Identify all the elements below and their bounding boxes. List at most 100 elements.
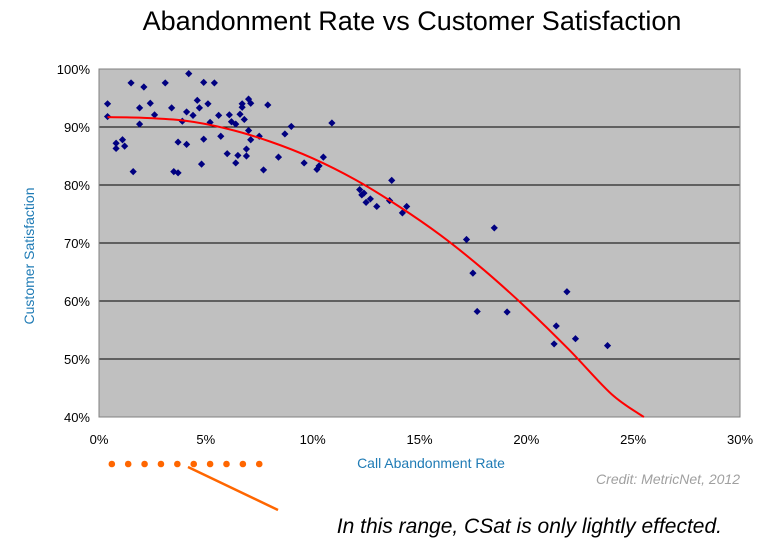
annotation-dot [124, 460, 132, 468]
data-point [571, 335, 580, 343]
y-axis-ticks: 40% 50% 60% 70% 80% 90% 100% [57, 62, 91, 425]
data-point [227, 118, 236, 126]
annotation-dot [190, 460, 198, 468]
annotation-dot [223, 460, 230, 468]
y-tick-label: 90% [64, 120, 90, 135]
data-point [168, 104, 176, 112]
data-point [200, 135, 208, 143]
annotation-text: In this range, CSat is only lightly effe… [337, 515, 722, 538]
data-point [150, 111, 159, 119]
data-point [204, 100, 212, 108]
data-point [356, 186, 364, 194]
data-point [403, 202, 411, 211]
data-point [281, 130, 289, 138]
data-point [244, 126, 253, 135]
x-tick-label: 25% [620, 432, 646, 447]
x-axis-ticks: 0% 5% 10% 15% 20% 25% 30% [90, 432, 754, 447]
data-point [503, 308, 511, 316]
data-point [129, 168, 137, 176]
data-point [240, 115, 248, 124]
data-point [242, 152, 251, 160]
annotation-dot [141, 460, 148, 468]
data-point [373, 202, 381, 211]
data-point [103, 112, 112, 121]
data-point [234, 151, 242, 160]
data-point [215, 111, 223, 119]
data-point [135, 120, 144, 128]
annotation-dot [174, 460, 181, 468]
data-point [360, 189, 368, 197]
data-point [118, 136, 127, 144]
y-tick-label: 60% [64, 294, 90, 309]
data-point [183, 140, 191, 148]
x-tick-label: 5% [196, 432, 215, 447]
data-point [223, 150, 231, 158]
data-points [103, 70, 612, 350]
x-tick-label: 30% [727, 432, 753, 447]
data-point [127, 79, 135, 87]
data-point [193, 96, 201, 104]
data-point [232, 159, 240, 167]
data-point [328, 119, 336, 127]
data-point [183, 108, 191, 116]
data-point [146, 99, 154, 107]
data-point [366, 195, 374, 203]
data-point [259, 166, 268, 174]
data-point [287, 122, 295, 131]
data-point [247, 136, 255, 144]
data-point [603, 342, 612, 350]
data-point [490, 224, 498, 232]
data-point [200, 78, 208, 86]
data-point [121, 142, 129, 150]
data-point [185, 70, 193, 78]
data-point [232, 120, 240, 128]
data-point [552, 322, 560, 330]
y-tick-label: 80% [64, 178, 90, 193]
data-point [195, 104, 204, 112]
data-point [264, 101, 272, 109]
y-axis-label: Customer Satisfaction [21, 188, 37, 325]
data-point [315, 162, 323, 170]
annotation-dots [108, 460, 263, 468]
trend-line [107, 116, 645, 418]
data-point [473, 307, 481, 316]
data-point [174, 169, 182, 177]
y-tick-label: 40% [64, 410, 90, 425]
x-tick-label: 10% [300, 432, 326, 447]
y-tick-label: 100% [57, 62, 91, 77]
data-point [238, 103, 246, 111]
annotation-dot [206, 460, 214, 468]
data-point [462, 235, 471, 244]
data-point [103, 100, 112, 108]
plot-frame [98, 68, 741, 418]
credit-text: Credit: MetricNet, 2012 [596, 471, 740, 487]
annotation-dot [255, 460, 263, 468]
data-point [550, 340, 558, 348]
data-point [300, 159, 308, 167]
data-point [274, 153, 283, 161]
data-point [174, 138, 182, 146]
data-point [189, 111, 197, 119]
data-point [225, 111, 233, 119]
annotation-dot [157, 460, 165, 468]
data-point [112, 139, 120, 147]
y-tick-label: 50% [64, 352, 90, 367]
annotation-pointer-line [187, 465, 279, 512]
data-point [161, 79, 169, 87]
data-point [362, 198, 370, 206]
chart-title: Abandonment Rate vs Customer Satisfactio… [143, 6, 682, 36]
data-point [210, 79, 218, 87]
data-point [206, 118, 214, 126]
data-point [563, 288, 571, 296]
data-point [319, 153, 327, 161]
data-point [242, 145, 251, 153]
data-point [236, 110, 244, 118]
data-point [135, 104, 144, 112]
data-point [197, 160, 206, 168]
data-point [247, 99, 255, 107]
x-tick-label: 0% [90, 432, 109, 447]
data-point [140, 83, 148, 91]
x-tick-label: 15% [406, 432, 432, 447]
x-tick-label: 20% [513, 432, 539, 447]
